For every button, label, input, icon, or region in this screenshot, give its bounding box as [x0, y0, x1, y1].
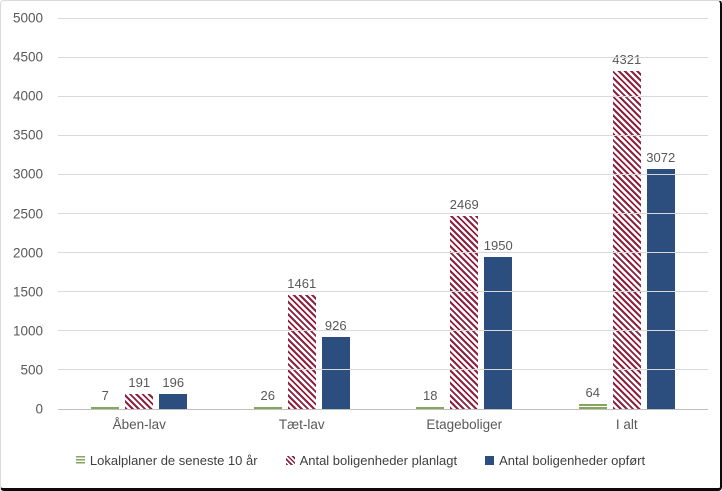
y-tick-label: 2000	[12, 244, 43, 260]
y-tick-label: 4000	[12, 88, 43, 104]
x-tick-label: Åben-lav	[112, 417, 166, 432]
y-tick-label: 2500	[12, 205, 43, 221]
y-tick-label: 5000	[12, 10, 43, 26]
y-tick-label: 4500	[12, 49, 43, 65]
bar-group: 26 1461 926	[221, 18, 384, 409]
bar	[612, 71, 641, 409]
legend-label: Antal boligenheder opført	[499, 453, 646, 468]
gridline	[58, 330, 708, 332]
x-tick-label: Tæt-lav	[278, 417, 325, 432]
bar-slot: 7	[91, 18, 120, 409]
legend-item: Antal boligenheder opført	[485, 453, 645, 468]
data-label: 64	[585, 384, 600, 400]
data-label: 3072	[646, 149, 676, 165]
gridline	[58, 56, 708, 58]
y-tick-label: 3500	[12, 127, 43, 143]
data-label: 1950	[483, 237, 513, 253]
legend-swatch-icon	[485, 456, 495, 465]
legend-label: Antal boligenheder planlagt	[299, 453, 458, 468]
gridline	[58, 134, 708, 136]
groups: 7 191 196 26 1461 926 18 2469 1950 64 4321 3072	[58, 18, 708, 409]
data-label: 2469	[449, 196, 479, 212]
data-label: 1461	[287, 275, 317, 291]
gridline	[58, 17, 708, 19]
data-label: 7	[101, 387, 109, 403]
bar-slot: 1950	[483, 18, 513, 409]
data-label: 191	[128, 374, 151, 390]
bar-group: 7 191 196	[58, 18, 221, 409]
bar	[450, 216, 479, 409]
gridline	[58, 252, 708, 254]
bar-slot: 64	[578, 18, 607, 409]
legend: Lokalplaner de seneste 10 år Antal bolige…	[1, 453, 720, 468]
x-tick-label: Etageboliger	[426, 417, 503, 432]
gridline	[58, 173, 708, 175]
data-label: 4321	[612, 51, 642, 67]
plot-area: 7 191 196 26 1461 926 18 2469 1950 64 4321 3072	[58, 17, 708, 410]
legend-label: Lokalplaner de seneste 10 år	[89, 453, 258, 468]
bar-group: 18 2469 1950	[383, 18, 546, 409]
bar	[253, 407, 282, 409]
y-tick-label: 500	[20, 362, 43, 378]
bar	[416, 407, 445, 409]
bar-slot: 1461	[287, 18, 317, 409]
bar-group: 64 4321 3072	[546, 18, 709, 409]
bar-slot: 18	[416, 18, 445, 409]
legend-swatch-icon	[285, 456, 295, 465]
bar-slot: 191	[125, 18, 154, 409]
data-label: 18	[423, 387, 438, 403]
y-tick-label: 0	[35, 401, 43, 417]
bar-slot: 2469	[449, 18, 479, 409]
bar-slot: 196	[159, 18, 188, 409]
bar-slot: 3072	[646, 18, 676, 409]
bar-slot: 926	[321, 18, 350, 409]
x-axis: Åben-lav Tæt-lav Etageboliger I alt	[58, 417, 708, 432]
legend-swatch-icon	[75, 456, 85, 465]
bar	[91, 407, 120, 409]
y-tick-label: 3000	[12, 166, 43, 182]
bar	[125, 394, 154, 409]
bar	[578, 404, 607, 409]
bar-slot: 4321	[612, 18, 642, 409]
bar	[484, 257, 513, 409]
y-tick-label: 1500	[12, 283, 43, 299]
y-axis: 0 500 1000 1500 2000 2500 3000 3500 4000 4500 5000	[1, 11, 46, 415]
bar	[287, 295, 316, 409]
y-tick-label: 1000	[12, 323, 43, 339]
bar	[646, 169, 675, 409]
legend-item: Antal boligenheder planlagt	[285, 453, 458, 468]
x-axis-line	[58, 408, 708, 410]
gridline	[58, 369, 708, 371]
data-label: 926	[324, 317, 347, 333]
gridline	[58, 213, 708, 214]
bar	[321, 337, 350, 409]
bar	[159, 394, 188, 409]
data-label: 26	[260, 387, 275, 403]
bar-slot: 26	[253, 18, 282, 409]
gridline	[58, 95, 708, 97]
legend-item: Lokalplaner de seneste 10 år	[75, 453, 258, 468]
gridline	[58, 291, 708, 293]
x-tick-label: I alt	[615, 417, 638, 432]
data-label: 196	[162, 374, 185, 390]
